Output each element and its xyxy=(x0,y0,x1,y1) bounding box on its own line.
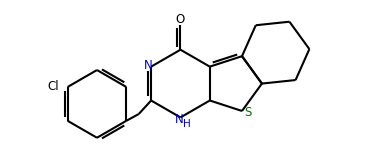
Text: O: O xyxy=(176,13,185,26)
Text: S: S xyxy=(244,106,252,119)
Text: N: N xyxy=(144,59,153,72)
Text: N: N xyxy=(175,113,183,126)
Text: Cl: Cl xyxy=(48,80,59,93)
Text: H: H xyxy=(183,118,190,128)
